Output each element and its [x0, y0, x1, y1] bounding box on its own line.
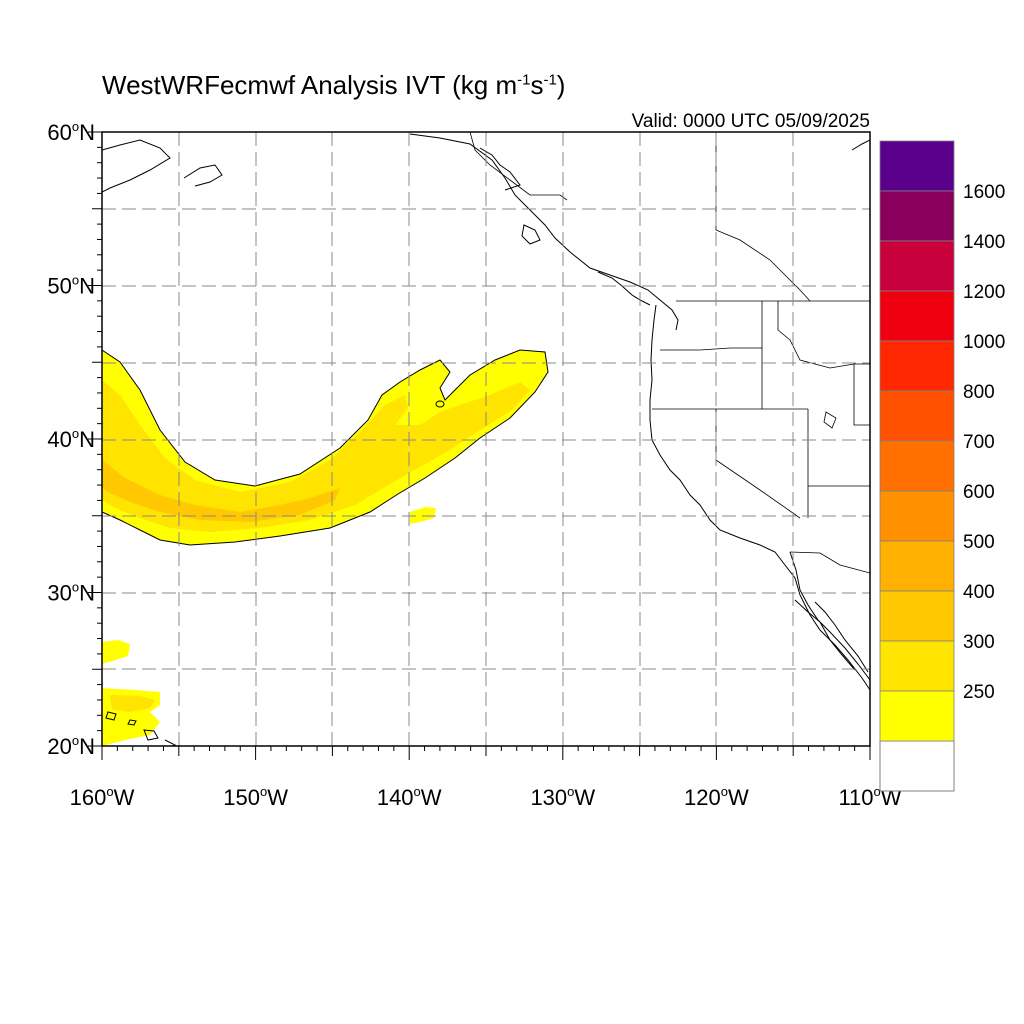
ivt-colorbar: 1600 1400 1200 1000 800 700 600 500 400 300 250 [879, 140, 1005, 792]
longitude-labels: 160oW 150oW 140oW 130oW 120oW 110oW [70, 784, 902, 810]
ivt-field [102, 350, 548, 746]
colorbar-label-700: 700 [963, 432, 995, 453]
map-title: WestWRFecmwf Analysis IVT (kg m-1s-1) [102, 70, 565, 101]
valid-time: Valid: 0000 UTC 05/09/2025 [631, 111, 870, 132]
colorbar-box [879, 140, 955, 192]
lat-label-20: 20oN [47, 733, 95, 759]
ivt-ar-band-400 [102, 460, 340, 522]
colorbar-label-1000: 1000 [963, 332, 1005, 353]
colorbar-label-400: 400 [963, 582, 995, 603]
ivt-patch-lower-300 [110, 695, 155, 712]
title-unit-s: s [530, 70, 544, 100]
colorbar-box [879, 640, 955, 692]
colorbar-label-1400: 1400 [963, 232, 1005, 253]
colorbar-label-1200: 1200 [963, 282, 1005, 303]
title-exponent-2: -1 [543, 71, 557, 89]
ivt-patch-upper [102, 640, 130, 664]
colorbar-label-500: 500 [963, 532, 995, 553]
lon-label-120: 120oW [684, 784, 749, 810]
lat-label-50: 50oN [47, 273, 95, 299]
lon-label-150: 150oW [223, 784, 288, 810]
title-close-paren: ) [556, 70, 566, 100]
title-exponent-1: -1 [517, 71, 531, 89]
colorbar-box [879, 440, 955, 492]
ivt-contour-lines [102, 349, 549, 546]
lat-label-30: 30oN [47, 580, 95, 606]
colorbar-box [879, 490, 955, 542]
colorbar-label-300: 300 [963, 632, 995, 653]
gridlines [102, 132, 870, 746]
colorbar-box [879, 390, 955, 442]
lon-label-130: 130oW [530, 784, 595, 810]
title-text: WestWRFecmwf Analysis IVT (kg m [102, 70, 518, 100]
colorbar-box [879, 240, 955, 292]
latitude-labels: 60oN 50oN 40oN 30oN 20oN [47, 119, 95, 759]
colorbar-box-below [879, 740, 955, 792]
colorbar-box [879, 190, 955, 242]
lat-label-60: 60oN [47, 119, 95, 145]
lon-label-160: 160oW [70, 784, 135, 810]
colorbar-box [879, 690, 955, 742]
axis-ticks [88, 131, 871, 760]
lon-label-140: 140oW [377, 784, 442, 810]
colorbar-label-250: 250 [963, 682, 995, 703]
colorbar-label-1600: 1600 [963, 182, 1005, 203]
colorbar-box [879, 290, 955, 342]
colorbar-box [879, 540, 955, 592]
colorbar-label-800: 800 [963, 382, 995, 403]
colorbar-box [879, 590, 955, 642]
coastlines [102, 133, 870, 746]
lat-label-40: 40oN [47, 426, 95, 452]
colorbar-label-600: 600 [963, 482, 995, 503]
ivt-ar-band-300 [102, 380, 530, 532]
colorbar-box [879, 340, 955, 392]
